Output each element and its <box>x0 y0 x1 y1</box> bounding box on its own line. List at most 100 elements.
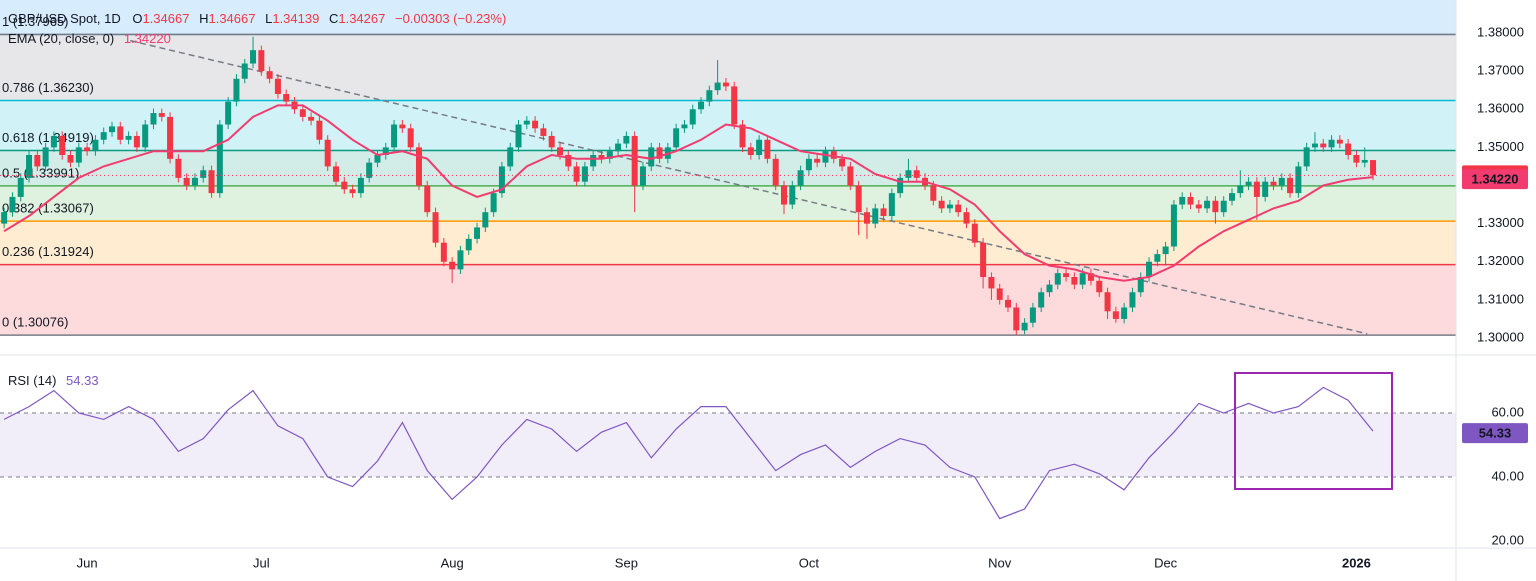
candle-body <box>100 132 107 140</box>
candle-body <box>805 158 812 171</box>
candle-body <box>822 151 829 163</box>
candle-body <box>747 147 754 156</box>
rsi-line <box>3 386 1374 520</box>
candle-body <box>1345 143 1352 156</box>
candle-body <box>955 204 962 213</box>
candle-body <box>216 124 223 194</box>
candle-body <box>183 177 190 186</box>
y-tick-label: 1.30000 <box>1477 329 1524 344</box>
price-tag <box>1462 169 1528 190</box>
candle-body <box>75 147 82 163</box>
candle-body <box>830 151 837 159</box>
candle-body <box>739 124 746 148</box>
candle-body <box>1029 307 1036 323</box>
rsi-legend: RSI (14) 54.33 <box>8 373 99 388</box>
candle-body <box>706 90 713 102</box>
candle-body <box>92 139 99 152</box>
change: −0.00303 (−0.23%) <box>395 11 506 26</box>
ohlc-value: 1.34667 <box>142 11 189 26</box>
candle-body <box>333 166 339 182</box>
candle-body <box>980 242 987 277</box>
candle-body <box>490 193 497 213</box>
candle-body <box>1079 273 1086 285</box>
candle-body <box>50 135 57 148</box>
candle-body <box>125 135 132 140</box>
candle-body <box>241 63 248 79</box>
candle-body <box>407 128 414 148</box>
x-tick-label: Dec <box>1154 555 1178 570</box>
price-tag-label: 1.34220 <box>1472 172 1519 187</box>
candle-body <box>67 155 74 163</box>
y-tick-label: 60.00 <box>1491 404 1524 419</box>
x-tick-label: Jun <box>77 555 98 570</box>
candle-body <box>996 288 1003 300</box>
candle-body <box>930 185 937 201</box>
y-tick-label: 1.31000 <box>1477 291 1524 306</box>
symbol: GBP/USD Spot, 1D <box>8 11 121 26</box>
trendline <box>130 39 1368 335</box>
candle-body <box>548 135 555 148</box>
candle-body <box>324 139 331 167</box>
candle-body <box>764 139 771 159</box>
candle-body <box>847 166 854 186</box>
fib-zone <box>0 150 1456 186</box>
candle-body <box>457 250 464 270</box>
candle-body <box>175 158 182 178</box>
plot-layer: 1 (1.37965) 0.786 (1.36230) 0.618 (1.34919… <box>0 14 1456 520</box>
candle-body <box>208 170 215 194</box>
candle-body <box>523 120 530 125</box>
candle-body <box>366 162 373 178</box>
candle-body <box>167 116 174 159</box>
y-tick-label: 1.35000 <box>1477 139 1524 154</box>
candle-body <box>590 155 597 167</box>
candle-body <box>299 109 306 117</box>
candle-body <box>1046 284 1053 293</box>
candle-body <box>9 196 16 213</box>
candle-body <box>482 212 489 228</box>
y-tick-label: 1.37000 <box>1477 63 1524 78</box>
candle-body <box>855 185 862 213</box>
candle-body <box>1287 177 1294 194</box>
candle-body <box>191 177 198 186</box>
candle-body <box>84 147 91 152</box>
candle-body <box>133 135 140 148</box>
rsi-name: RSI (14) <box>8 373 56 388</box>
candle-body <box>897 177 904 194</box>
rsi-band <box>0 412 1456 477</box>
y-tick-label: 1.32000 <box>1477 253 1524 268</box>
candle-body <box>1270 181 1277 186</box>
candle-body <box>557 147 563 156</box>
y-tick-label: 40.00 <box>1491 468 1524 483</box>
indicator-name: EMA (20, close, 0) <box>8 31 114 46</box>
upper-zone <box>0 0 1456 36</box>
candle-body <box>34 155 41 167</box>
fib-label: 0.236 (1.31924) <box>2 244 94 259</box>
candle-body <box>308 116 315 121</box>
candle-body <box>1204 200 1211 209</box>
candle-body <box>432 212 439 243</box>
candle-body <box>200 170 207 178</box>
price-tag <box>1462 423 1528 444</box>
candle-body <box>656 147 663 159</box>
candle-body <box>615 143 622 152</box>
candle-body <box>606 151 613 159</box>
candle-body <box>581 166 588 182</box>
candle-body <box>1154 254 1161 262</box>
candle-body <box>1220 200 1227 213</box>
candle-body <box>598 155 605 159</box>
candle-body <box>1262 181 1269 197</box>
ema-line <box>3 104 1374 282</box>
candle-body <box>988 276 995 289</box>
candle-body <box>888 193 895 217</box>
candle-body <box>515 124 522 148</box>
candle-body <box>1253 181 1260 197</box>
candle-body <box>1096 280 1103 293</box>
candle-body <box>1146 261 1153 277</box>
candle-body <box>424 185 431 213</box>
candle-body <box>1237 185 1244 194</box>
candle-body <box>1087 273 1094 281</box>
candle-body <box>946 204 953 209</box>
candle-body <box>789 185 796 205</box>
candle-body <box>142 124 149 148</box>
indicator-legend: EMA (20, close, 0) 1.34220 <box>8 31 171 46</box>
